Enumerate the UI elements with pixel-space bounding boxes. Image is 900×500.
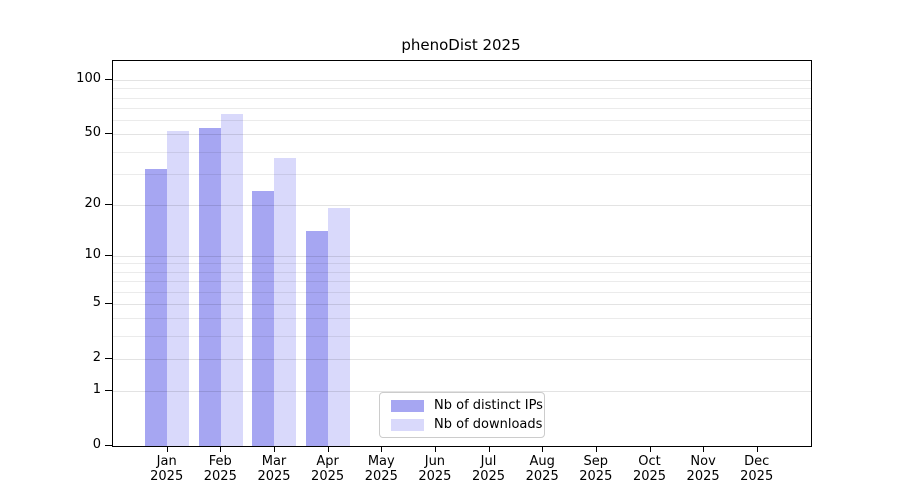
y-tick-label-50: 50 — [84, 125, 101, 141]
minor-gridline-40 — [113, 151, 811, 153]
plot-area — [112, 60, 812, 447]
minor-gridline-7 — [113, 281, 811, 283]
minor-gridline-6 — [113, 291, 811, 293]
gridline-5 — [113, 303, 811, 305]
bar-downloads-apr — [328, 208, 351, 446]
bar-distinct-ips-feb — [198, 128, 221, 446]
minor-gridline-80 — [113, 97, 811, 99]
legend: Nb of distinct IPs Nb of downloads — [379, 392, 545, 438]
bar-downloads-feb — [220, 113, 243, 446]
minor-gridline-9 — [113, 263, 811, 265]
x-tick-mark-mar — [274, 446, 275, 452]
x-tick-label-oct: Oct 2025 — [632, 454, 667, 484]
x-tick-mark-aug — [542, 446, 544, 452]
gridline-10 — [113, 255, 811, 257]
y-tick-label-1: 1 — [92, 382, 101, 397]
legend-swatch-distinct-ips — [391, 399, 424, 412]
legend-item-downloads: Nb of downloads — [391, 417, 544, 432]
x-tick-mark-sep — [595, 446, 597, 452]
y-tick-label-2: 2 — [92, 349, 101, 365]
bar-downloads-mar — [274, 157, 297, 446]
x-tick-label-sep: Sep 2025 — [579, 454, 613, 484]
legend-label-downloads: Nb of downloads — [434, 417, 543, 432]
y-tick-mark-1 — [105, 390, 112, 391]
bar-distinct-ips-apr — [306, 231, 329, 446]
x-tick-mark-apr — [327, 446, 329, 452]
y-tick-mark-5 — [105, 302, 112, 304]
minor-gridline-4 — [113, 318, 811, 320]
x-tick-label-jun: Jun 2025 — [418, 454, 452, 484]
x-tick-mark-feb — [220, 446, 222, 452]
x-tick-label-jan: Jan 2025 — [150, 454, 184, 484]
x-tick-mark-jun — [434, 446, 436, 452]
gridline-100 — [113, 80, 811, 81]
x-tick-mark-jul — [488, 446, 490, 452]
x-tick-mark-oct — [649, 446, 651, 452]
x-tick-label-aug: Aug 2025 — [525, 454, 559, 484]
legend-label-distinct-ips: Nb of distinct IPs — [434, 398, 543, 413]
x-tick-mark-may — [381, 446, 383, 452]
minor-gridline-60 — [113, 120, 811, 121]
minor-gridline-70 — [113, 108, 811, 109]
y-tick-label-0: 0 — [92, 437, 101, 452]
y-tick-mark-0 — [105, 445, 112, 446]
chart-title: phenoDist 2025 — [401, 36, 521, 54]
gridline-1 — [113, 391, 811, 392]
gridline-50 — [113, 134, 811, 136]
bar-downloads-jan — [167, 131, 190, 446]
minor-gridline-8 — [113, 271, 811, 273]
x-tick-label-mar: Mar 2025 — [257, 454, 291, 484]
y-tick-label-10: 10 — [84, 246, 101, 262]
bar-distinct-ips-jan — [145, 168, 168, 446]
x-tick-label-dec: Dec 2025 — [740, 454, 774, 484]
x-tick-label-apr: Apr 2025 — [311, 454, 345, 484]
legend-swatch-downloads — [391, 418, 424, 431]
y-tick-label-100: 100 — [76, 71, 101, 86]
legend-item-distinct-ips: Nb of distinct IPs — [391, 398, 544, 413]
x-tick-label-feb: Feb 2025 — [203, 454, 237, 484]
minor-gridline-3 — [113, 336, 811, 338]
x-tick-mark-nov — [703, 446, 705, 452]
y-tick-label-5: 5 — [92, 294, 101, 310]
x-tick-mark-dec — [756, 446, 758, 452]
minor-gridline-90 — [113, 88, 811, 90]
gridline-20 — [113, 204, 811, 206]
x-tick-mark-jan — [166, 446, 168, 452]
y-tick-mark-2 — [105, 357, 112, 359]
x-tick-label-nov: Nov 2025 — [686, 454, 720, 484]
x-tick-label-may: May 2025 — [364, 454, 398, 484]
y-tick-mark-10 — [105, 254, 112, 256]
y-tick-label-20: 20 — [84, 195, 101, 211]
x-tick-label-jul: Jul 2025 — [471, 454, 506, 484]
bar-distinct-ips-mar — [252, 190, 275, 446]
y-tick-mark-100 — [105, 79, 112, 80]
y-tick-mark-20 — [105, 203, 112, 205]
gridline-2 — [113, 358, 811, 360]
minor-gridline-30 — [113, 173, 811, 175]
y-tick-mark-50 — [105, 133, 112, 135]
